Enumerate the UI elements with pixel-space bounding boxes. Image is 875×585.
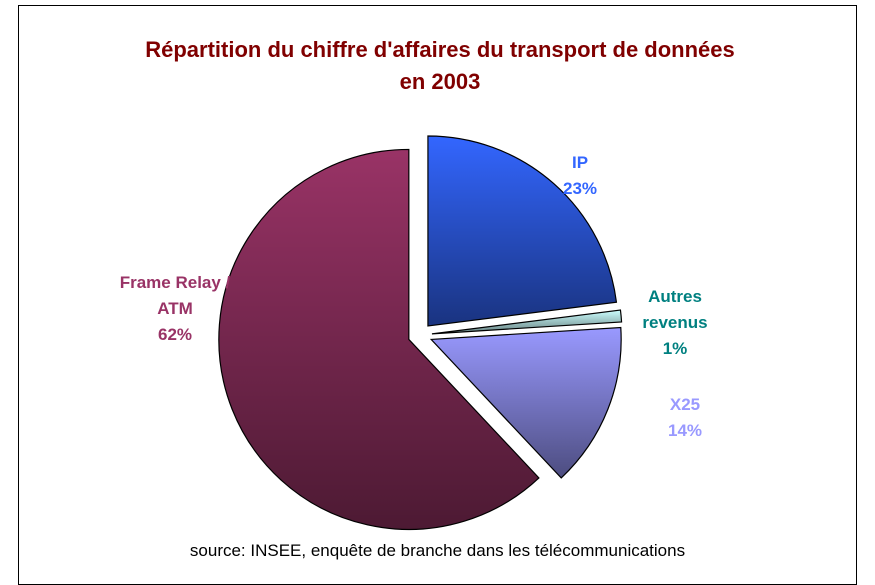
category-label: X25: [669, 395, 701, 414]
source-note: source: INSEE, enquête de branche dans l…: [189, 541, 686, 560]
slice-label: Frame Relay / ATM 62%: [115, 270, 235, 348]
category-label: IP: [571, 153, 589, 172]
value-label: 14%: [667, 421, 703, 440]
slice-label: X25 14%: [640, 392, 730, 444]
slice-label: Autres revenus 1%: [630, 284, 720, 362]
value-label: 23%: [562, 179, 598, 198]
page: Répartition du chiffre d'affaires du tra…: [18, 5, 857, 585]
value-label: 62%: [157, 325, 193, 344]
category-label: Autres revenus: [642, 287, 708, 332]
value-label: 1%: [662, 339, 688, 358]
slice-label: IP 23%: [540, 150, 620, 202]
chart-title: Répartition du chiffre d'affaires du tra…: [145, 37, 735, 94]
category-label: Frame Relay / ATM: [119, 273, 231, 318]
